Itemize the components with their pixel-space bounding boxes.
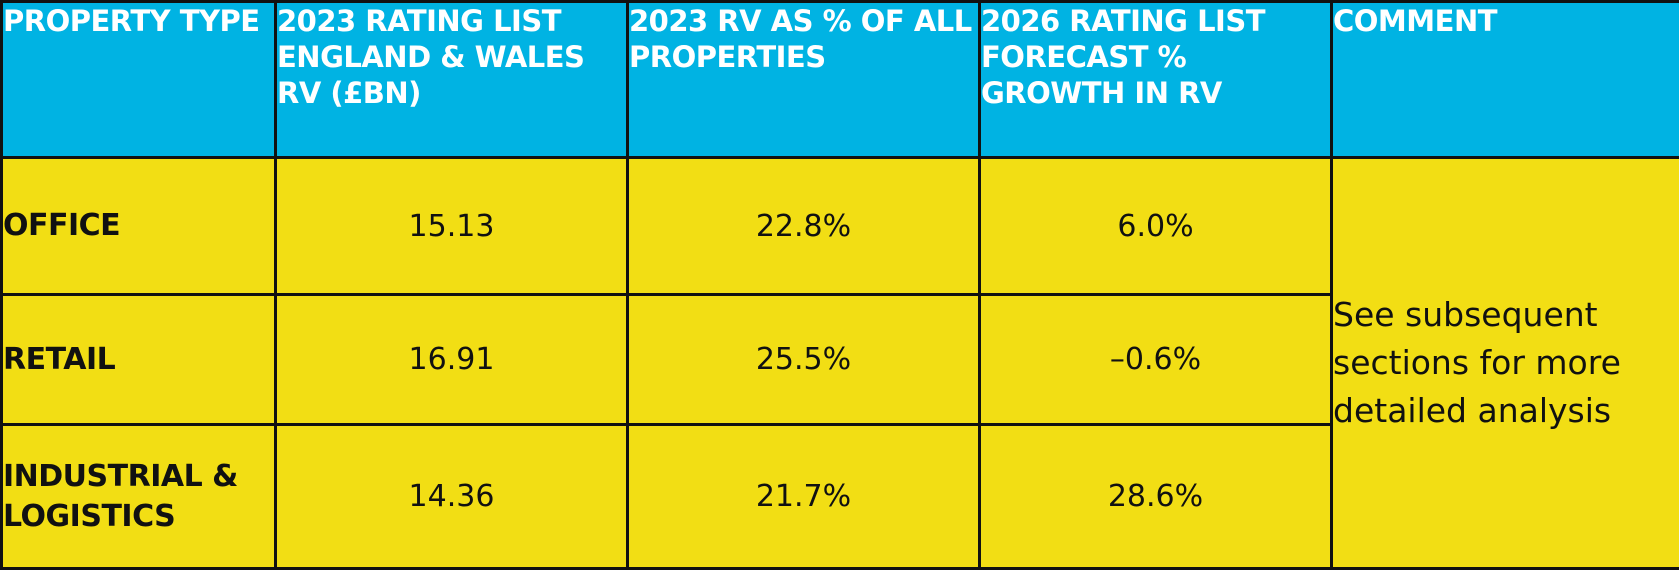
cell-growth-2026: 6.0% bbox=[980, 158, 1332, 295]
cell-rv-percent: 21.7% bbox=[628, 425, 980, 569]
header-2023-rating-list-rv: 2023 RATING LIST ENGLAND & WALES RV (£BN… bbox=[276, 2, 628, 158]
cell-growth-2026: –0.6% bbox=[980, 295, 1332, 425]
cell-property-type: OFFICE bbox=[2, 158, 276, 295]
cell-rv-percent: 25.5% bbox=[628, 295, 980, 425]
header-property-type: PROPERTY TYPE bbox=[2, 2, 276, 158]
cell-property-type: INDUSTRIAL & LOGISTICS bbox=[2, 425, 276, 569]
cell-rv-percent: 22.8% bbox=[628, 158, 980, 295]
cell-comment: See subsequent sections for more detaile… bbox=[1332, 158, 1679, 569]
table-row-office: OFFICE 15.13 22.8% 6.0% See subsequent s… bbox=[2, 158, 1679, 295]
cell-rv-2023: 15.13 bbox=[276, 158, 628, 295]
header-comment: COMMENT bbox=[1332, 2, 1679, 158]
header-2026-forecast-growth: 2026 RATING LIST FORECAST % GROWTH IN RV bbox=[980, 2, 1332, 158]
table-header-row: PROPERTY TYPE 2023 RATING LIST ENGLAND &… bbox=[2, 2, 1679, 158]
cell-rv-2023: 16.91 bbox=[276, 295, 628, 425]
cell-property-type: RETAIL bbox=[2, 295, 276, 425]
header-2023-rv-percent: 2023 RV AS % OF ALL PROPERTIES bbox=[628, 2, 980, 158]
cell-rv-2023: 14.36 bbox=[276, 425, 628, 569]
cell-growth-2026: 28.6% bbox=[980, 425, 1332, 569]
